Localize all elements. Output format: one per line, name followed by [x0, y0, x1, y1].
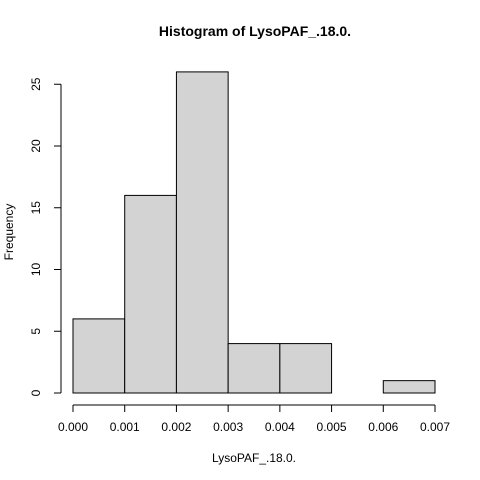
histogram-bar-4	[227, 343, 281, 394]
y-axis: 0 5 10 15 20 25	[29, 77, 62, 396]
x-tick-label: 0.001	[110, 420, 140, 434]
y-tick-label: 0	[29, 389, 43, 396]
x-tick-label: 0.007	[420, 420, 450, 434]
bars-group	[72, 71, 436, 394]
x-tick-label: 0.000	[58, 420, 88, 434]
y-axis-label: Frequency	[2, 204, 16, 261]
y-tick-label: 25	[29, 77, 43, 91]
y-tick-label: 5	[29, 328, 43, 335]
histogram-bar-2	[124, 194, 177, 394]
y-tick-label: 20	[29, 139, 43, 153]
y-tick-label: 15	[29, 201, 43, 215]
x-tick-label: 0.005	[317, 420, 347, 434]
x-tick-label: 0.004	[265, 420, 295, 434]
histogram-bar-5	[279, 343, 333, 394]
x-tick-label: 0.006	[368, 420, 398, 434]
histogram-bar-1	[72, 318, 126, 394]
y-tick-label: 10	[29, 263, 43, 277]
histogram-bar-3	[175, 71, 229, 394]
x-axis: 0.000 0.001 0.002 0.003 0.004 0.005 0.006 0.007	[58, 404, 450, 434]
histogram-bar-7	[382, 380, 436, 394]
x-tick-label: 0.003	[213, 420, 243, 434]
chart-title: Histogram of LysoPAF_.18.0.	[159, 23, 351, 39]
x-axis-label: LysoPAF_.18.0.	[212, 451, 296, 465]
x-tick-label: 0.002	[161, 420, 191, 434]
